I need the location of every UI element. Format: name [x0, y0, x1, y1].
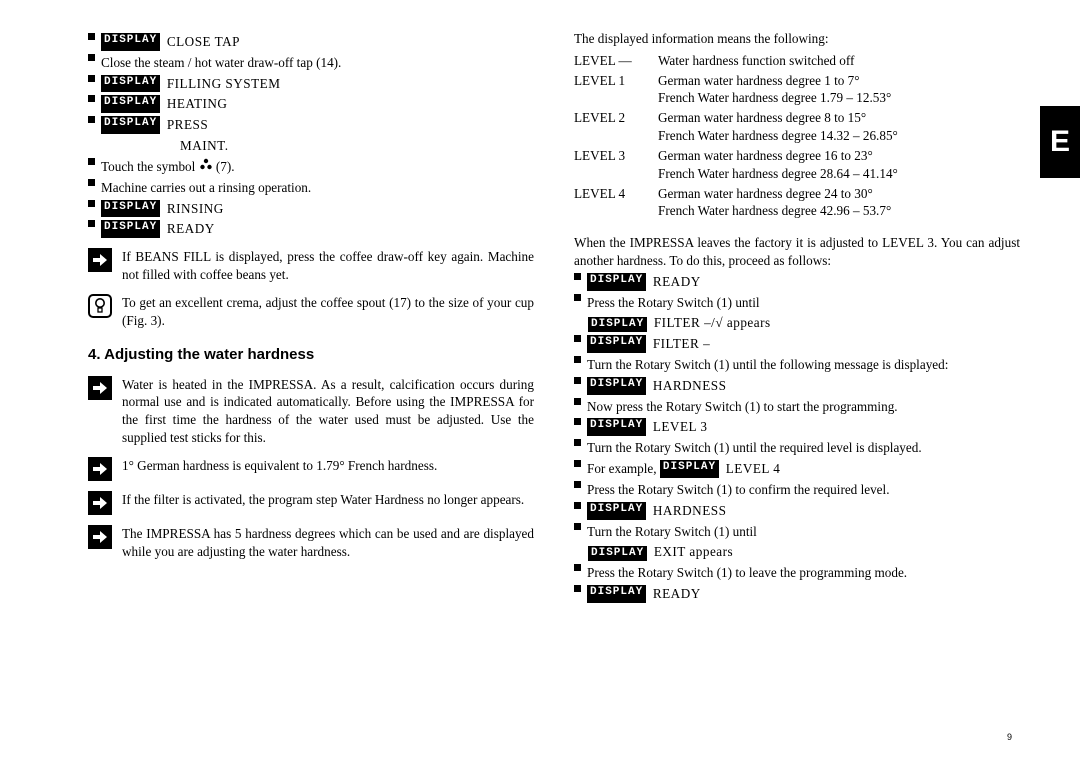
text: Touch the symbol — [101, 158, 195, 176]
arrow-icon — [88, 248, 112, 272]
display-badge: DISPLAY — [101, 220, 160, 238]
left-column: DISPLAY CLOSE TAP Close the steam / hot … — [88, 30, 534, 606]
text: RINSING — [167, 200, 224, 218]
note-arrow: If BEANS FILL is displayed, press the co… — [88, 248, 534, 284]
text: Turn the Rotary Switch (1) until — [587, 523, 757, 541]
text: READY — [653, 273, 701, 291]
hardness-level-table: LEVEL —Water hardness function switched … — [574, 52, 1020, 220]
display-badge: DISPLAY — [101, 95, 160, 113]
text: The IMPRESSA has 5 hardness degrees whic… — [122, 525, 534, 561]
text: 1° German hardness is equivalent to 1.79… — [122, 457, 534, 475]
arrow-icon — [88, 376, 112, 400]
text: HEATING — [167, 95, 228, 113]
text: HARDNESS — [653, 502, 727, 520]
text: Press the Rotary Switch (1) to leave the… — [587, 564, 907, 582]
text: Water is heated in the IMPRESSA. As a re… — [122, 376, 534, 447]
note-arrow: Water is heated in the IMPRESSA. As a re… — [88, 376, 534, 447]
arrow-icon — [88, 525, 112, 549]
note-arrow: The IMPRESSA has 5 hardness degrees whic… — [88, 525, 534, 561]
maint-symbol-icon — [199, 158, 213, 170]
display-badge: DISPLAY — [101, 116, 160, 134]
display-badge: DISPLAY — [587, 335, 646, 353]
text: (7). — [216, 158, 235, 176]
text: FILTER – — [653, 335, 710, 353]
display-badge: DISPLAY — [587, 418, 646, 436]
text: FILLING SYSTEM — [167, 75, 281, 93]
note-arrow: If the filter is activated, the program … — [88, 491, 534, 515]
display-badge: DISPLAY — [588, 317, 647, 332]
text: HARDNESS — [653, 377, 727, 395]
text: When the IMPRESSA leaves the factory it … — [574, 234, 1020, 270]
text: The displayed information means the foll… — [574, 30, 1020, 48]
note-tip: To get an excellent crema, adjust the co… — [88, 294, 534, 330]
text: If the filter is activated, the program … — [122, 491, 534, 509]
text: If BEANS FILL is displayed, press the co… — [122, 248, 534, 284]
text: FILTER –/√ appears — [654, 315, 771, 330]
arrow-icon — [88, 457, 112, 481]
text: LEVEL 3 — [653, 418, 708, 436]
note-arrow: 1° German hardness is equivalent to 1.79… — [88, 457, 534, 481]
text: Turn the Rotary Switch (1) until the fol… — [587, 356, 1020, 374]
display-badge: DISPLAY — [101, 33, 160, 51]
right-column: The displayed information means the foll… — [574, 30, 1020, 606]
page: DISPLAY CLOSE TAP Close the steam / hot … — [0, 0, 1080, 606]
page-number: 9 — [1007, 732, 1012, 742]
display-badge: DISPLAY — [587, 502, 646, 520]
text: EXIT appears — [654, 544, 733, 559]
text: Turn the Rotary Switch (1) until the req… — [587, 439, 922, 457]
display-badge: DISPLAY — [588, 546, 647, 561]
text: CLOSE TAP — [167, 33, 240, 51]
text: Close the steam / hot water draw-off tap… — [101, 54, 341, 72]
display-badge: DISPLAY — [660, 460, 719, 478]
text: To get an excellent crema, adjust the co… — [122, 294, 534, 330]
table-row: LEVEL —Water hardness function switched … — [574, 52, 1020, 70]
text: Now press the Rotary Switch (1) to start… — [587, 398, 898, 416]
display-badge: DISPLAY — [587, 377, 646, 395]
text: Press the Rotary Switch (1) until — [587, 294, 760, 312]
text: READY — [653, 585, 701, 603]
display-badge: DISPLAY — [587, 585, 646, 603]
table-row: LEVEL 1German water hardness degree 1 to… — [574, 72, 1020, 108]
text: Press the Rotary Switch (1) to confirm t… — [587, 481, 890, 499]
text: For example, — [587, 460, 657, 478]
table-row: LEVEL 2German water hardness degree 8 to… — [574, 109, 1020, 145]
display-badge: DISPLAY — [587, 273, 646, 291]
table-row: LEVEL 4German water hardness degree 24 t… — [574, 185, 1020, 221]
arrow-icon — [88, 491, 112, 515]
edge-tab: E — [1040, 106, 1080, 178]
display-badge: DISPLAY — [101, 75, 160, 93]
text: MAINT. — [88, 137, 534, 155]
text: READY — [167, 220, 215, 238]
table-row: LEVEL 3German water hardness degree 16 t… — [574, 147, 1020, 183]
text: Machine carries out a rinsing operation. — [101, 179, 311, 197]
text: LEVEL 4 — [726, 460, 781, 478]
bulb-icon — [88, 294, 112, 318]
display-badge: DISPLAY — [101, 200, 160, 218]
section-heading: 4. Adjusting the water hardness — [88, 345, 534, 365]
text: PRESS — [167, 116, 208, 134]
